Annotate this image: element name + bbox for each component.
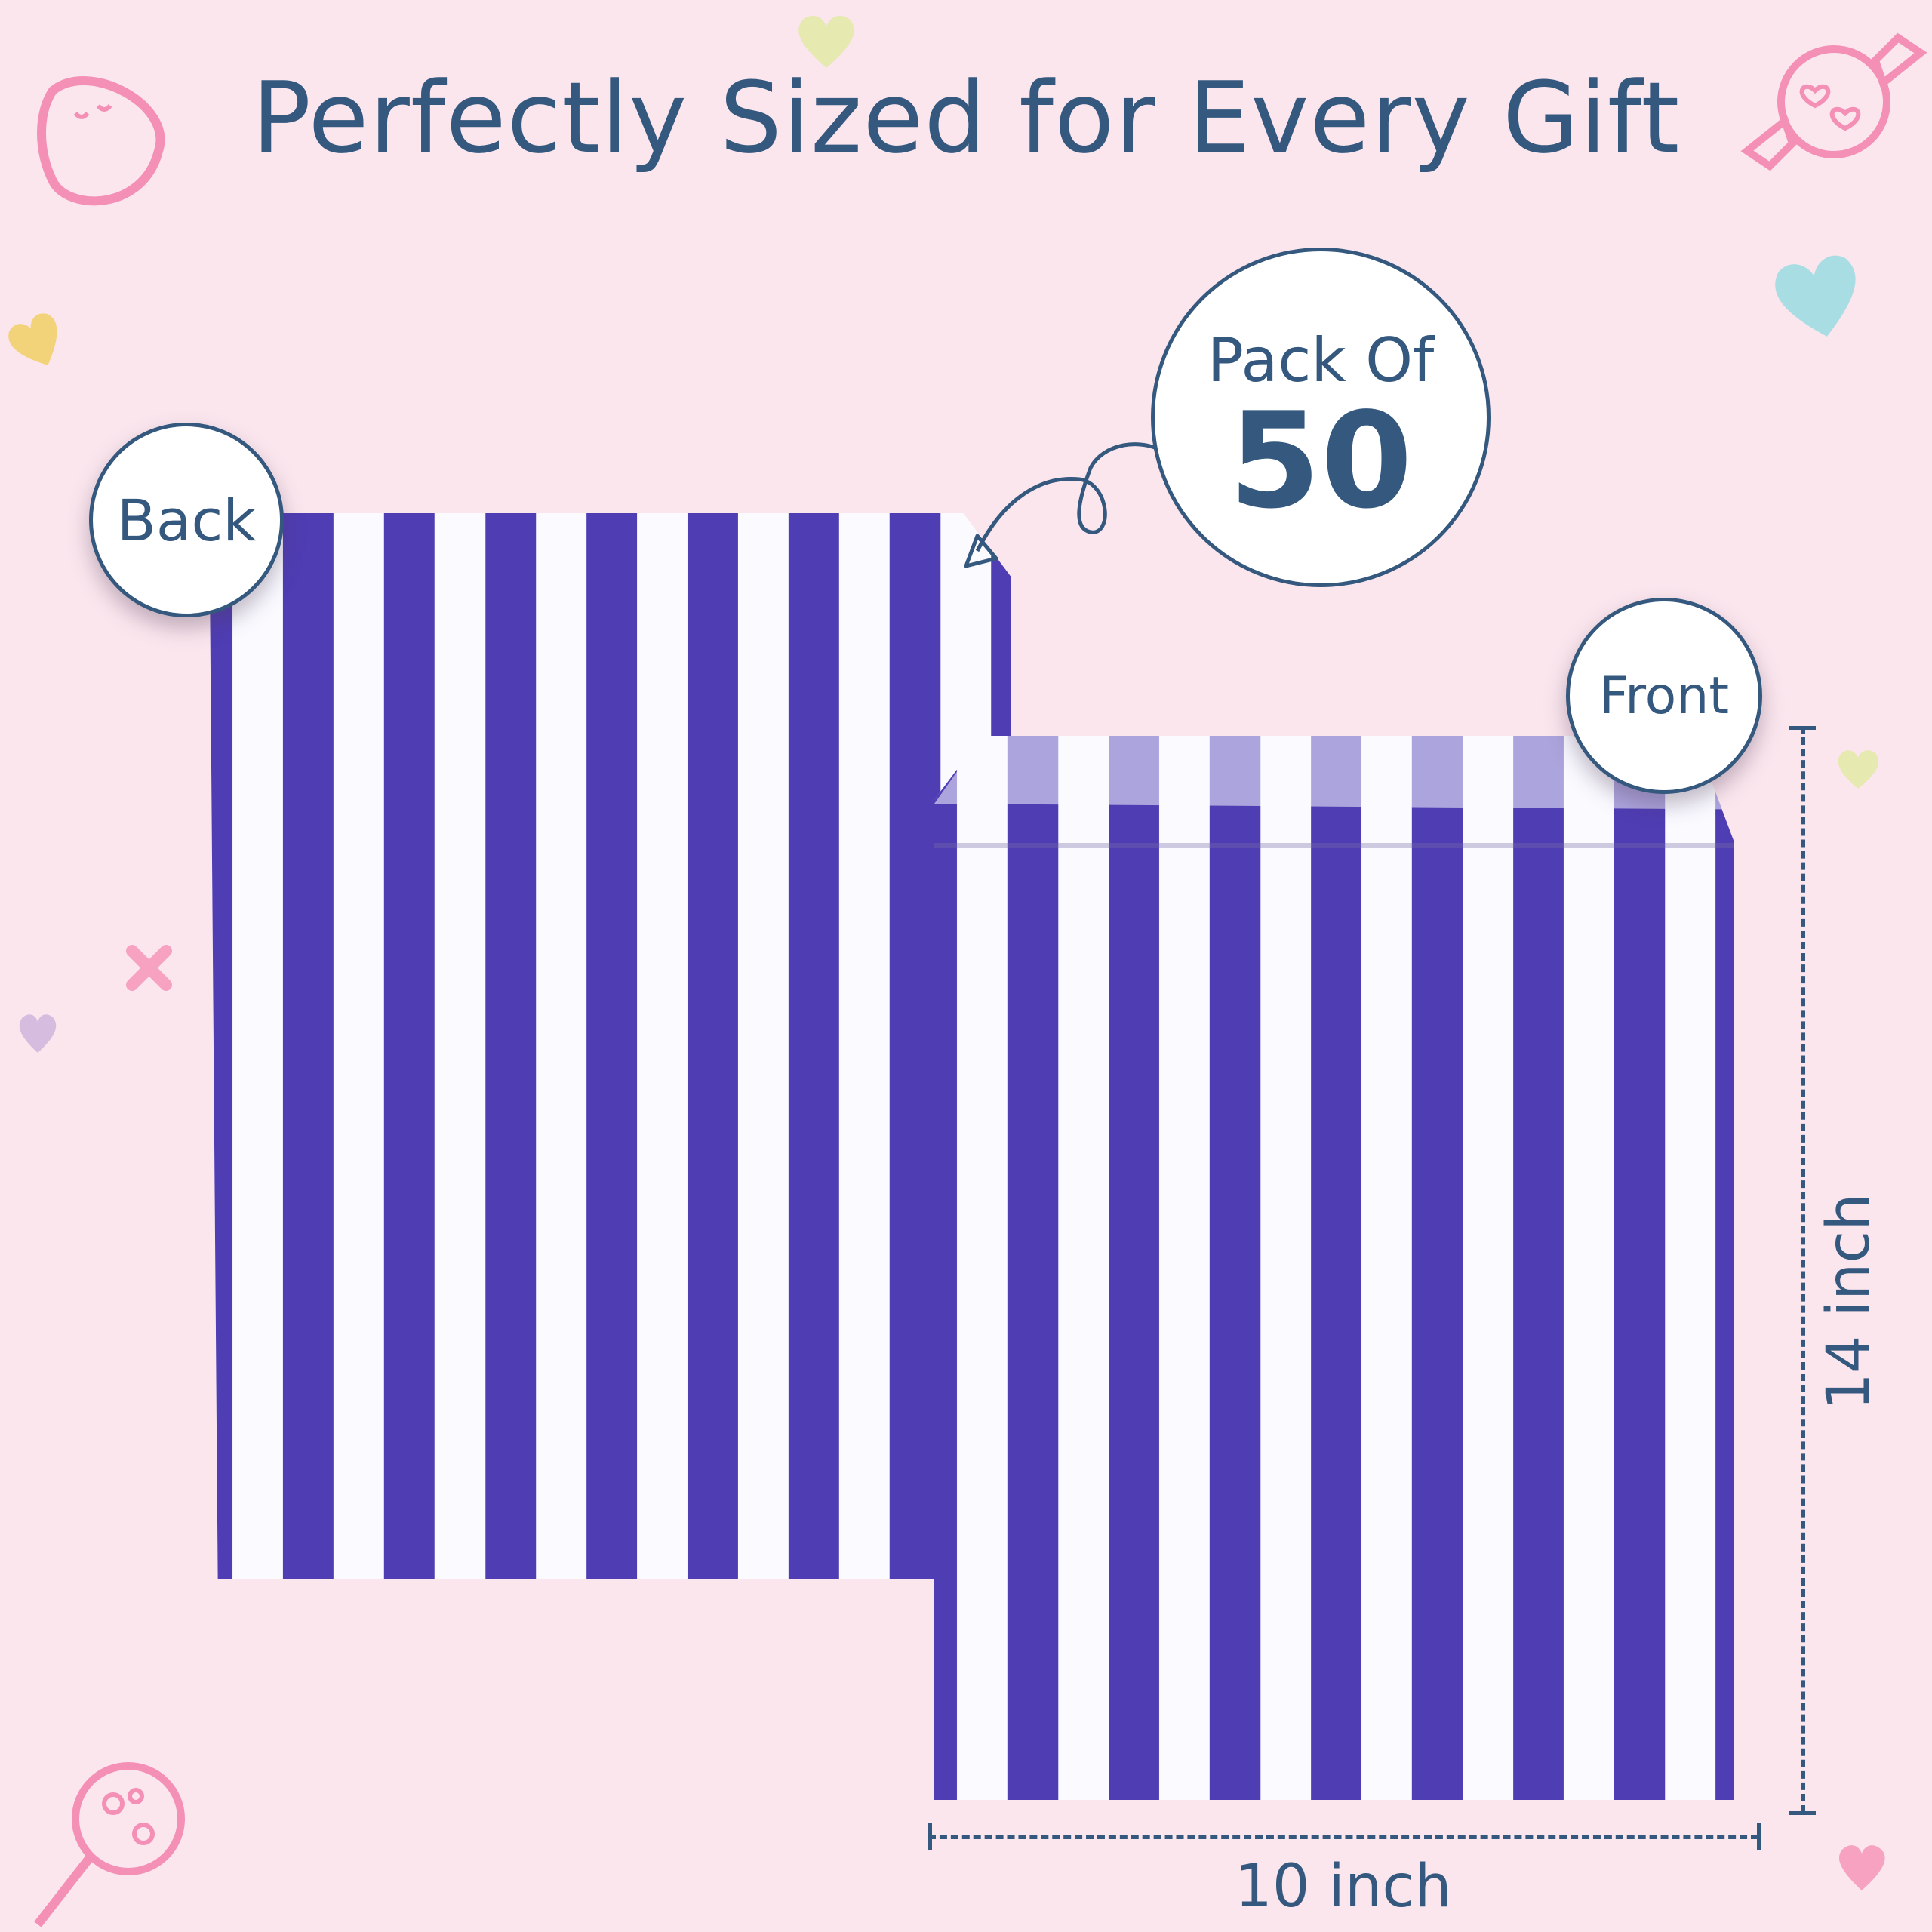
heart-icon (1775, 255, 1856, 337)
cross-icon (126, 945, 172, 991)
heart-icon (19, 1014, 57, 1053)
front-label: Front (1599, 666, 1729, 726)
height-dimension-cap-bottom (1789, 1811, 1816, 1815)
pack-badge: Pack Of 50 (1151, 248, 1491, 587)
back-badge: Back (89, 423, 284, 617)
heart-icon (8, 313, 57, 366)
curly-arrow-icon (964, 442, 1175, 568)
width-dimension-cap-right (1757, 1823, 1761, 1850)
heart-icon (1838, 1845, 1885, 1890)
page-title: Perfectly Sized for Every Gift (251, 60, 1681, 175)
candy-icon (1740, 32, 1927, 171)
width-dimension-label: 10 inch (1235, 1853, 1452, 1921)
width-dimension-line (928, 1835, 1758, 1839)
strawberry-icon (37, 76, 165, 206)
bag-front-image (934, 736, 1734, 1800)
pack-count: 50 (1229, 384, 1413, 538)
back-label: Back (116, 486, 257, 554)
bag-opening (934, 843, 1734, 848)
height-dimension-line (1801, 726, 1805, 1813)
heart-icon (1838, 750, 1879, 789)
bag-back-image (210, 513, 1011, 1579)
lollipop-icon (34, 1762, 185, 1927)
front-badge: Front (1566, 598, 1762, 794)
height-dimension-label: 14 inch (1815, 1193, 1883, 1411)
width-dimension-cap-left (928, 1823, 932, 1850)
height-dimension-cap-top (1789, 726, 1816, 730)
heart-icon (798, 15, 854, 68)
pack-label: Pack Of (1207, 325, 1435, 395)
